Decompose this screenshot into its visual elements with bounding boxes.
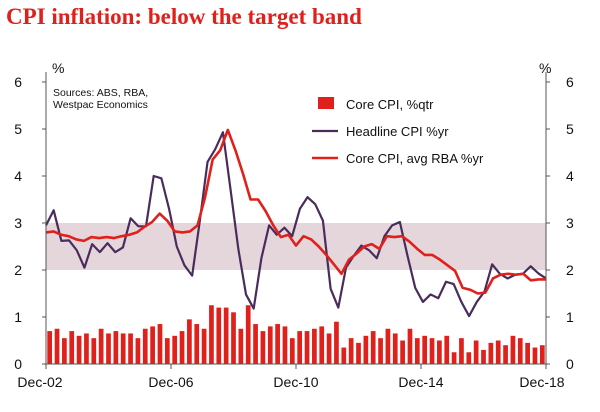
y-tick-label-left: 4 [14,168,22,184]
y-tick-label-right: 2 [566,262,574,278]
core-cpi-qtr-bar [363,335,369,364]
core-cpi-qtr-bar [76,335,82,364]
y-tick-label-right: 3 [566,215,574,231]
core-cpi-qtr-bar [378,338,383,364]
y-tick-label-left: 6 [14,74,22,90]
core-cpi-qtr-bar [245,305,251,364]
core-cpi-qtr-bar [69,331,75,364]
core-cpi-qtr-bar [385,328,391,364]
core-cpi-qtr-bar [304,331,310,364]
core-cpi-qtr-bar [128,333,133,364]
core-cpi-qtr-bar [422,335,428,364]
y-tick-label-right: 4 [566,168,574,184]
sources-note: Sources: ABS, RBA, [53,87,148,99]
legend-label: Headline CPI %yr [346,124,449,139]
core-cpi-qtr-bar [106,333,111,364]
headline-cpi-line [45,131,547,318]
core-cpi-qtr-bar [459,338,464,364]
core-cpi-qtr-bar [150,326,155,364]
y-tick-label-left: 2 [14,262,22,278]
core-cpi-qtr-bar [451,352,457,364]
core-cpi-qtr-bar [473,340,479,364]
y-unit-right: % [539,60,551,76]
core-cpi-qtr-bar [142,328,148,364]
core-cpi-qtr-bar [135,338,141,364]
sources-note: Westpac Economics [53,99,148,111]
core-cpi-qtr-bar [282,326,288,364]
core-cpi-qtr-bar [517,338,523,364]
core-cpi-qtr-bar [488,342,494,364]
x-tick-label: Dec-06 [148,374,193,390]
core-cpi-qtr-bar [91,338,97,364]
y-tick-label-left: 0 [14,356,22,372]
core-cpi-qtr-bar [392,333,398,364]
core-cpi-qtr-bar [194,324,200,364]
legend-label: Core CPI, avg RBA %yr [346,151,484,166]
y-tick-label-left: 3 [14,215,22,231]
core-cpi-rba-line [45,128,546,295]
core-cpi-qtr-bar [223,307,229,364]
core-cpi-qtr-bar [231,312,236,364]
core-cpi-qtr-bar [312,328,317,364]
core-cpi-qtr-bar [179,331,185,364]
core-cpi-qtr-bar [47,331,53,364]
core-cpi-qtr-bar [275,324,280,364]
core-cpi-qtr-bar [84,333,89,364]
core-cpi-qtr-bar [216,307,222,364]
core-cpi-qtr-bar [326,333,332,364]
core-cpi-qtr-bar [319,326,325,364]
core-cpi-qtr-bar [539,345,545,364]
x-tick-label: Dec-10 [273,374,318,390]
core-cpi-qtr-bar [334,321,339,364]
legend-label: Core CPI, %qtr [346,97,434,112]
core-cpi-qtr-bar [414,338,420,364]
legend-swatch-core-qtr [318,97,334,109]
x-tick-label: Dec-02 [17,374,62,390]
core-cpi-qtr-bar [54,328,60,364]
core-cpi-qtr-bar [510,335,516,364]
core-cpi-qtr-bar [98,328,104,364]
core-cpi-qtr-bar [348,338,354,364]
core-cpi-qtr-bar [341,347,347,364]
core-cpi-qtr-bar [120,333,126,364]
y-tick-label-right: 5 [566,121,574,137]
core-cpi-qtr-bar [253,324,258,364]
core-cpi-qtr-bar [437,340,442,364]
core-cpi-qtr-bar [201,328,207,364]
core-cpi-qtr-bar [297,331,303,364]
chart-title: CPI inflation: below the target band [6,4,362,29]
y-tick-label-left: 1 [14,309,22,325]
core-cpi-qtr-bar [503,345,508,364]
core-cpi-qtr-bar [209,305,214,364]
core-cpi-qtr-bar [525,342,530,364]
core-cpi-qtr-bar [481,349,486,364]
core-cpi-qtr-bar [495,340,501,364]
core-cpi-qtr-bar [62,338,67,364]
x-tick-label: Dec-14 [398,374,443,390]
core-cpi-qtr-bar [289,338,295,364]
core-cpi-qtr-bar [429,338,435,364]
y-tick-label-right: 0 [566,356,574,372]
core-cpi-qtr-bar [267,326,273,364]
core-cpi-qtr-bar [172,335,178,364]
y-tick-label-left: 5 [14,121,22,137]
x-tick-label: Dec-18 [519,374,564,390]
y-tick-label-right: 6 [566,74,574,90]
core-cpi-qtr-bar [370,331,376,364]
y-unit-left: % [52,60,64,76]
core-cpi-qtr-bar [444,335,450,364]
y-tick-label-right: 1 [566,309,574,325]
core-cpi-qtr-bar [466,352,472,364]
core-cpi-qtr-bar [157,324,163,364]
core-cpi-qtr-bar [532,347,538,364]
core-cpi-qtr-bar [238,328,244,364]
core-cpi-qtr-bar [164,338,170,364]
core-cpi-qtr-bar [113,331,119,364]
core-cpi-qtr-bar [407,328,413,364]
core-cpi-qtr-bar [356,342,361,364]
core-cpi-qtr-bar [400,340,405,364]
core-cpi-qtr-bar [260,331,266,364]
core-cpi-qtr-bar [187,319,192,364]
